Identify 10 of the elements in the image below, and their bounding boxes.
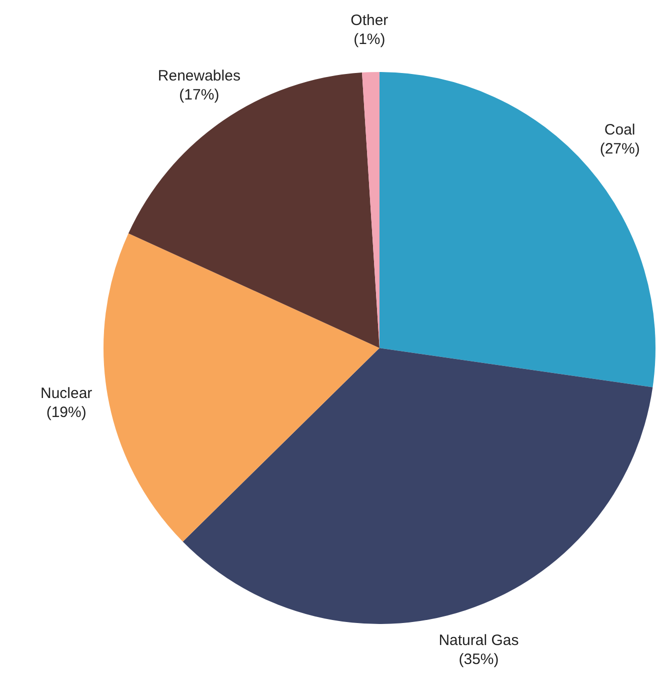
data-label: (35%) — [458, 650, 499, 668]
slice-label: Renewables — [158, 68, 240, 85]
slice-label: Nuclear — [40, 384, 92, 402]
data-label: (27%) — [600, 140, 640, 158]
data-label: (17%) — [179, 86, 220, 104]
data-label: (19%) — [46, 404, 86, 421]
slice-label: Coal — [604, 121, 636, 138]
slice-label: Other — [350, 12, 388, 29]
data-label: (1%) — [354, 30, 386, 48]
slice-label: Natural Gas — [438, 632, 519, 649]
